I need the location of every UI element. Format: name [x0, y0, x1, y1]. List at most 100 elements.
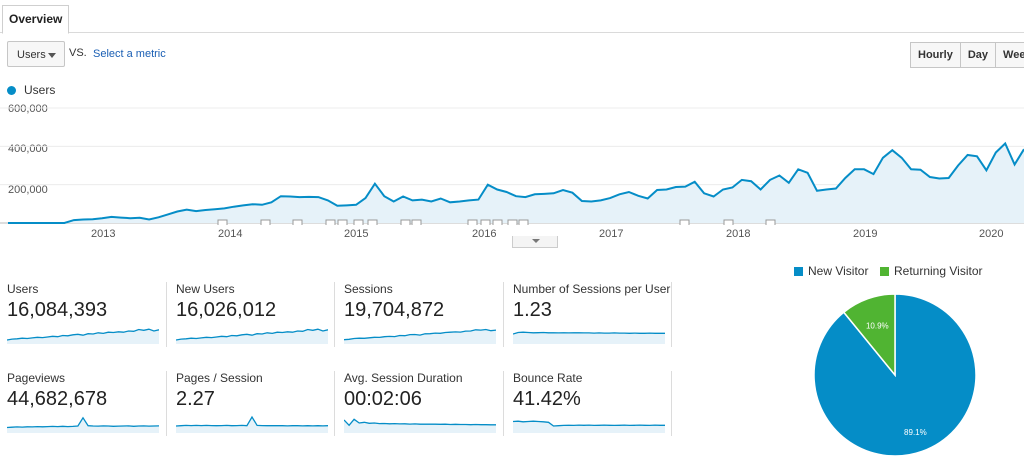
sparkline-line [7, 328, 159, 341]
legend-dot-icon [7, 85, 16, 95]
scorecard-users[interactable]: Users 16,084,393 [7, 282, 167, 352]
scorecard-label: Bounce Rate [513, 371, 583, 385]
day-button[interactable]: Day [959, 42, 996, 68]
annotation-marker[interactable] [492, 219, 503, 225]
x-tick-label: 2013 [91, 228, 116, 240]
annotation-marker[interactable] [260, 219, 271, 225]
scorecard-value: 16,084,393 [7, 299, 108, 321]
sparkline-line [344, 328, 496, 341]
scorecard-sessions-per-user[interactable]: Number of Sessions per User 1.23 [513, 282, 673, 352]
metric-select[interactable]: Users [7, 41, 65, 67]
divider [503, 371, 504, 436]
annotation-marker[interactable] [325, 219, 336, 225]
sparkline [344, 418, 496, 433]
x-tick-label: 2020 [979, 228, 1004, 240]
users-area-fill [8, 143, 1024, 223]
sparkline-line [176, 328, 328, 341]
scorecard-pageviews[interactable]: Pageviews 44,682,678 [7, 371, 167, 441]
divider [671, 371, 672, 436]
scorecard-label: Pageviews [7, 371, 66, 385]
annotation-marker[interactable] [337, 219, 348, 225]
pie-legend-returning-visitor: Returning Visitor [880, 264, 983, 278]
annotation-marker[interactable] [292, 219, 303, 225]
annotation-marker[interactable] [679, 219, 690, 225]
scorecard-label: Avg. Session Duration [344, 371, 463, 385]
sparkline-line [7, 416, 159, 429]
scorecard-value: 00:02:06 [344, 388, 422, 410]
sparkline-line [513, 420, 665, 427]
sparkline [176, 415, 328, 433]
scorecard-avg-session-duration[interactable]: Avg. Session Duration 00:02:06 [344, 371, 504, 441]
x-tick-label: 2017 [599, 228, 624, 240]
pie-legend-new-visitor: New Visitor [794, 264, 868, 278]
x-tick-label: 2018 [726, 228, 751, 240]
pie-legend-label: Returning Visitor [894, 264, 983, 278]
annotation-marker[interactable] [480, 219, 491, 225]
visitor-pie-chart: 89.1% 10.9% [813, 293, 977, 457]
sparkline [344, 328, 496, 344]
x-tick-label: 2019 [853, 228, 878, 240]
annotation-marker[interactable] [467, 219, 478, 225]
scorecard-sessions[interactable]: Sessions 19,704,872 [344, 282, 504, 352]
x-tick-label: 2016 [472, 228, 497, 240]
sparkline-fill [176, 417, 328, 433]
hourly-button[interactable]: Hourly [910, 42, 960, 68]
metric-select-value: Users [17, 49, 46, 61]
tab-bar: Overview [0, 0, 1024, 34]
pie-slice-label: 89.1% [904, 428, 927, 437]
sparkline-fill [513, 332, 665, 344]
scorecard-label: Number of Sessions per User [513, 282, 671, 296]
sparkline-fill [344, 419, 496, 433]
sparkline-line [176, 415, 328, 427]
annotation-marker[interactable] [723, 219, 734, 225]
annotation-marker[interactable] [353, 219, 364, 225]
scorecard-value: 19,704,872 [344, 299, 445, 321]
tab-overview[interactable]: Overview [2, 5, 70, 34]
annotation-marker[interactable] [400, 219, 411, 225]
divider [166, 282, 167, 347]
chart-legend: Users [7, 83, 55, 97]
users-line-chart [0, 107, 1024, 225]
scorecard-bounce-rate[interactable]: Bounce Rate 41.42% [513, 371, 673, 441]
sparkline [176, 328, 328, 344]
scorecard-value: 16,026,012 [176, 299, 277, 321]
annotation-marker[interactable] [411, 219, 422, 225]
pie-legend-label: New Visitor [808, 264, 869, 278]
scorecard-value: 44,682,678 [7, 388, 108, 410]
annotation-marker[interactable] [507, 219, 518, 225]
annotation-marker[interactable] [367, 219, 378, 225]
sparkline-fill [7, 417, 159, 433]
scorecard-value: 41.42% [513, 388, 581, 410]
legend-label: Users [24, 83, 56, 97]
annotation-marker[interactable] [518, 219, 529, 225]
annotation-marker[interactable] [217, 219, 228, 225]
vs-label: VS. [69, 47, 87, 59]
sparkline [7, 416, 159, 433]
sparkline [7, 328, 159, 344]
caret-down-icon [48, 53, 56, 58]
sparkline-fill [344, 329, 496, 344]
users-series-line [8, 141, 1024, 224]
sparkline-fill [7, 329, 159, 344]
sparkline-fill [176, 329, 328, 344]
x-tick-label: 2014 [218, 228, 243, 240]
annotation-marker[interactable] [765, 219, 776, 225]
collapse-chart-button[interactable] [512, 236, 558, 248]
select-metric-link[interactable]: Select a metric [93, 48, 166, 60]
legend-swatch-icon [880, 266, 889, 276]
x-tick-label: 2015 [344, 228, 369, 240]
divider [671, 282, 672, 347]
pie-slice[interactable] [842, 293, 896, 378]
time-granularity-buttons: Hourly Day Week [910, 42, 1024, 68]
divider [503, 282, 504, 347]
scorecard-new-users[interactable]: New Users 16,026,012 [176, 282, 336, 352]
week-button[interactable]: Week [995, 42, 1024, 68]
scorecard-label: Pages / Session [176, 371, 263, 385]
divider [166, 371, 167, 436]
divider [334, 282, 335, 347]
y-tick-label: 200,000 [8, 184, 48, 196]
sparkline-line [513, 331, 665, 335]
scorecard-pages-per-session[interactable]: Pages / Session 2.27 [176, 371, 336, 441]
sparkline [513, 420, 665, 433]
scorecard-label: Sessions [344, 282, 393, 296]
